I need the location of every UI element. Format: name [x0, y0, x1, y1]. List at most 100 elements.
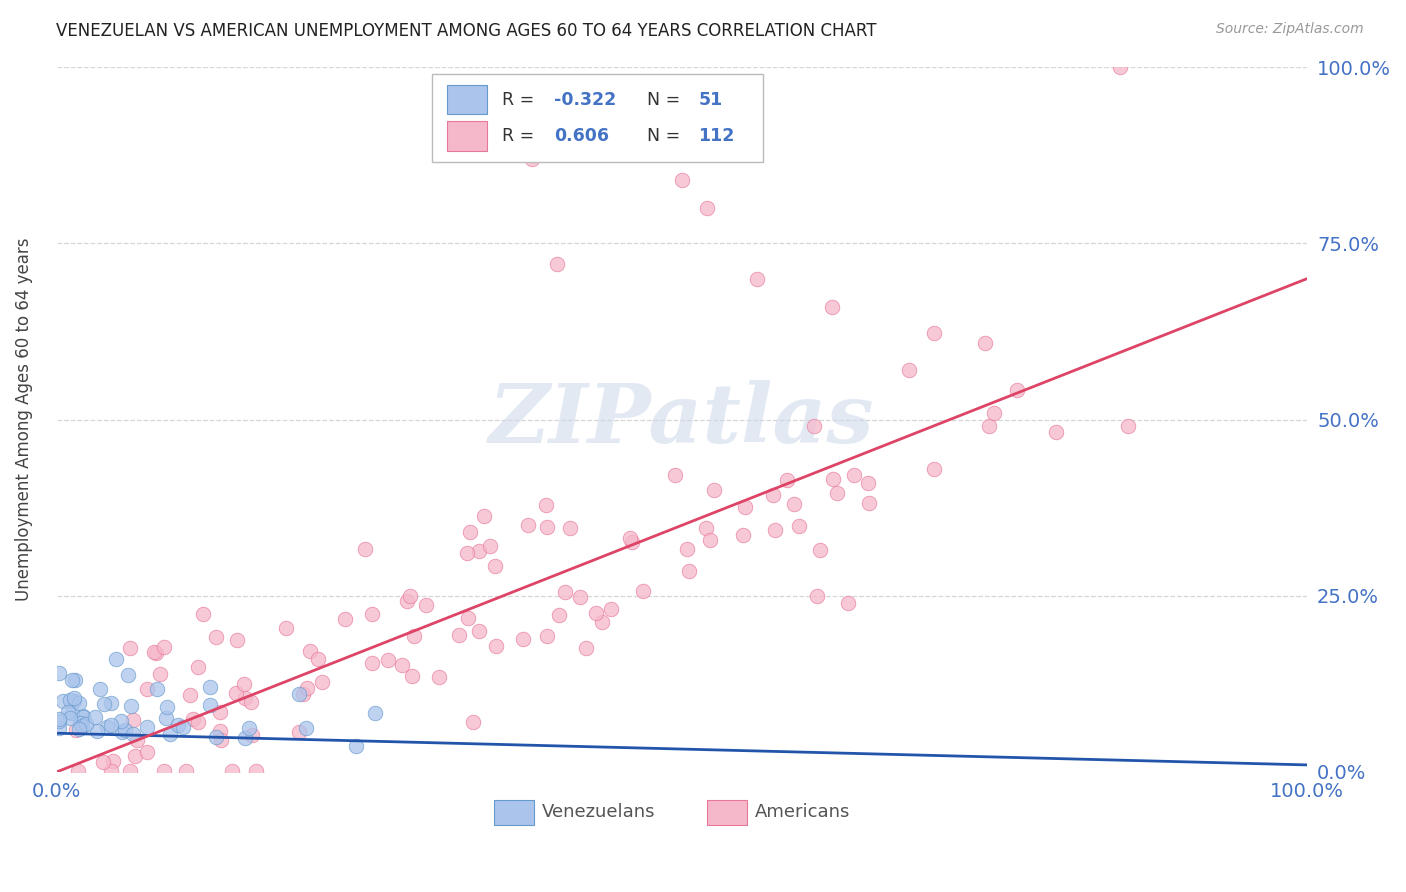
Point	[560, 521, 582, 535]
Point	[354, 541, 377, 556]
Point	[837, 596, 859, 610]
Point	[117, 667, 139, 681]
Point	[86, 724, 108, 739]
Point	[60, 673, 83, 687]
Point	[62, 690, 84, 705]
Point	[695, 521, 717, 535]
Point	[299, 644, 322, 658]
Point	[136, 682, 159, 697]
Point	[110, 714, 132, 728]
Point	[145, 646, 167, 660]
Point	[114, 723, 136, 737]
Text: N =: N =	[647, 128, 686, 145]
Point	[287, 687, 309, 701]
Point	[233, 677, 256, 691]
Point	[187, 714, 209, 729]
Point	[335, 612, 357, 626]
Point	[159, 727, 181, 741]
Point	[101, 755, 124, 769]
Point	[221, 764, 243, 778]
Point	[783, 497, 806, 511]
Point	[1116, 418, 1139, 433]
Point	[63, 694, 86, 708]
Point	[198, 681, 221, 695]
Point	[70, 719, 93, 733]
Point	[472, 508, 495, 523]
Point	[100, 764, 122, 778]
Point	[395, 594, 418, 608]
Text: Venezuelans: Venezuelans	[541, 803, 655, 822]
Point	[65, 723, 87, 737]
Point	[520, 152, 543, 166]
Point	[167, 718, 190, 732]
Point	[922, 461, 945, 475]
FancyBboxPatch shape	[707, 799, 747, 825]
Point	[678, 565, 700, 579]
Point	[763, 523, 786, 537]
Point	[675, 542, 697, 557]
Point	[295, 721, 318, 735]
Point	[118, 764, 141, 778]
FancyBboxPatch shape	[432, 74, 763, 162]
Point	[156, 700, 179, 714]
Point	[208, 705, 231, 719]
Point	[67, 722, 90, 736]
Point	[631, 583, 654, 598]
Point	[58, 692, 80, 706]
Point	[191, 607, 214, 621]
Text: ZIPatlas: ZIPatlas	[489, 379, 875, 459]
Point	[456, 546, 478, 560]
Point	[225, 686, 247, 700]
Point	[1005, 383, 1028, 397]
Point	[111, 725, 134, 739]
Point	[83, 710, 105, 724]
Point	[461, 715, 484, 730]
Point	[745, 271, 768, 285]
Point	[821, 472, 844, 486]
Point	[856, 476, 879, 491]
Point	[69, 716, 91, 731]
Point	[699, 533, 721, 547]
Y-axis label: Unemployment Among Ages 60 to 64 years: Unemployment Among Ages 60 to 64 years	[15, 238, 32, 601]
Point	[155, 711, 177, 725]
Point	[554, 585, 576, 599]
Point	[187, 659, 209, 673]
Point	[89, 682, 111, 697]
Point	[787, 519, 810, 533]
Point	[152, 764, 174, 778]
Point	[731, 528, 754, 542]
Point	[534, 499, 557, 513]
Point	[898, 363, 921, 377]
Point	[146, 682, 169, 697]
Point	[1108, 60, 1130, 74]
Point	[467, 543, 489, 558]
Point	[52, 693, 75, 707]
Point	[93, 697, 115, 711]
Point	[120, 698, 142, 713]
Point	[429, 670, 451, 684]
Point	[415, 598, 437, 612]
Point	[245, 764, 267, 778]
Point	[361, 607, 384, 622]
Point	[517, 517, 540, 532]
Point	[48, 721, 70, 735]
Point	[149, 667, 172, 681]
Point	[240, 727, 263, 741]
Point	[233, 690, 256, 705]
Point	[96, 720, 118, 734]
Text: N =: N =	[647, 90, 686, 109]
Point	[179, 689, 201, 703]
Point	[458, 524, 481, 539]
Point	[59, 711, 82, 725]
Point	[100, 717, 122, 731]
Point	[172, 721, 194, 735]
Point	[478, 539, 501, 553]
Point	[536, 629, 558, 643]
FancyBboxPatch shape	[447, 85, 486, 114]
Point	[198, 698, 221, 712]
Point	[827, 486, 849, 500]
Point	[821, 300, 844, 314]
Point	[183, 712, 205, 726]
Text: 112: 112	[699, 128, 734, 145]
Point	[238, 721, 260, 735]
